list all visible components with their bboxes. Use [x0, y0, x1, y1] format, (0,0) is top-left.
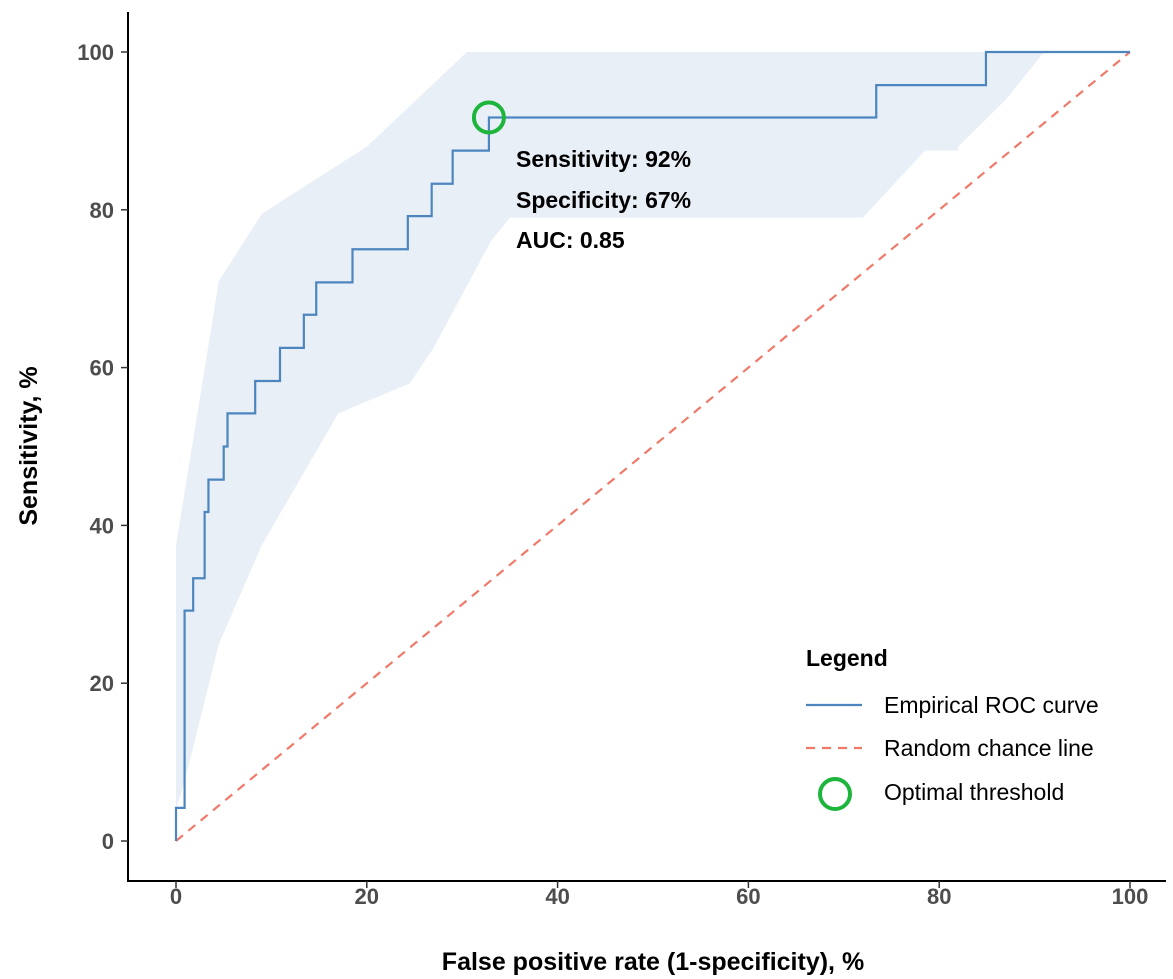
x-tick-label: 20 — [355, 884, 379, 909]
ticks: 0 20 40 60 80 100 0 20 40 60 80 100 — [77, 40, 1148, 909]
legend-label-chance: Random chance line — [884, 735, 1094, 761]
annotation-sensitivity: Sensitivity: 92% — [516, 146, 691, 172]
x-tick-label: 80 — [927, 884, 951, 909]
confidence-band — [176, 52, 1045, 810]
x-axis-title: False positive rate (1-specificity), % — [442, 948, 864, 976]
series-layer — [174, 50, 1131, 842]
y-tick-label: 20 — [90, 671, 114, 696]
axes — [127, 12, 1166, 882]
legend-label-roc: Empirical ROC curve — [884, 692, 1099, 718]
optimal-threshold-marker — [471, 100, 506, 135]
annotation-auc: AUC: 0.85 — [516, 227, 625, 253]
y-tick-label: 80 — [90, 198, 114, 223]
x-tick-label: 40 — [545, 884, 569, 909]
y-tick-label: 0 — [102, 829, 114, 854]
annotation-specificity: Specificity: 67% — [516, 187, 691, 213]
markers — [471, 100, 506, 135]
x-tick-label: 60 — [736, 884, 760, 909]
random-chance-line — [175, 51, 1131, 842]
x-tick-label: 0 — [170, 884, 182, 909]
legend-label-optimal: Optimal threshold — [884, 779, 1064, 805]
y-axis-title: Sensitivity, % — [15, 366, 43, 525]
legend-title: Legend — [806, 645, 888, 671]
x-tick-label: 100 — [1112, 884, 1149, 909]
confidence-band-layer — [176, 52, 1045, 810]
y-tick-label: 60 — [90, 356, 114, 381]
empirical-roc-curve — [174, 50, 1130, 841]
y-tick-label: 100 — [77, 40, 114, 65]
y-tick-label: 40 — [90, 513, 114, 538]
annotation-block: Sensitivity: 92% Specificity: 67% AUC: 0… — [516, 146, 691, 253]
legend: Legend Empirical ROC curve Random chance… — [806, 645, 1099, 811]
legend-key-optimal-icon — [818, 777, 852, 811]
